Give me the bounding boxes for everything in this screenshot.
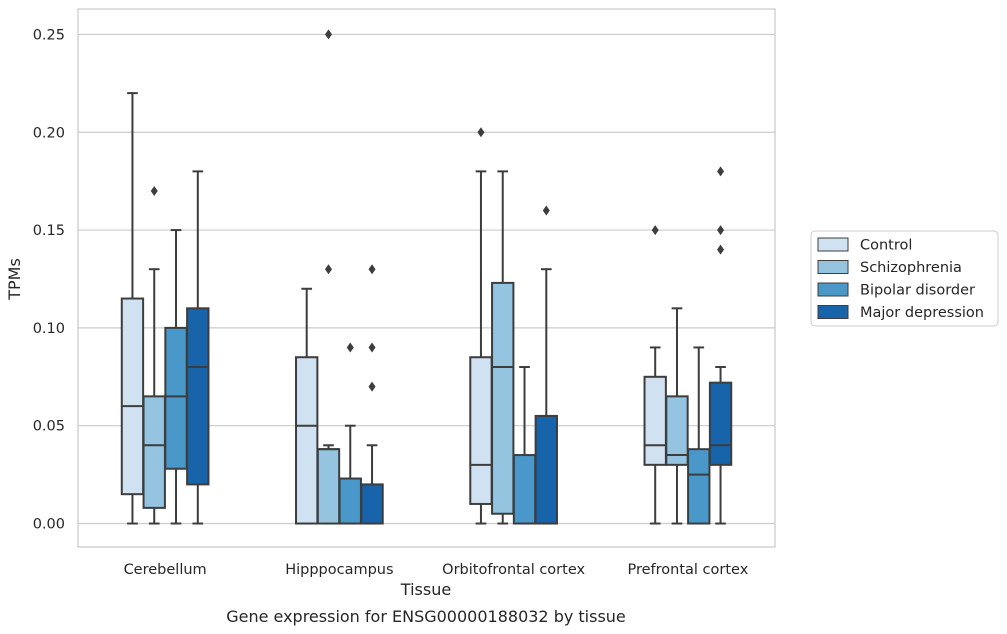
y-tick-label: 0.15 — [33, 223, 65, 239]
box-3-3 — [708, 166, 733, 525]
box-body — [687, 448, 711, 525]
legend-swatch — [817, 260, 849, 274]
box-0-1 — [295, 287, 319, 525]
box-body — [142, 395, 166, 509]
y-tick-label: 0.05 — [33, 419, 65, 435]
outlier-point — [651, 225, 659, 236]
outlier-point — [717, 244, 725, 255]
box-2-1 — [338, 342, 362, 525]
box-body — [360, 483, 384, 525]
outlier-point — [368, 381, 376, 392]
box-body — [164, 326, 188, 470]
outlier-point — [346, 342, 354, 353]
y-tick-label: 0.20 — [33, 125, 65, 141]
box-1-3 — [665, 307, 689, 525]
outlier-point — [717, 166, 725, 177]
outlier-point — [324, 264, 332, 275]
legend-swatch — [817, 305, 849, 319]
box-body — [120, 297, 145, 496]
legend: Control Schizophrenia Bipolar disorder Majo… — [810, 230, 999, 327]
plot-area-frame — [77, 8, 776, 548]
x-axis-title: Tissue — [400, 580, 451, 599]
outlier-point — [368, 264, 376, 275]
box-2-3 — [687, 346, 711, 525]
box-body — [295, 356, 319, 525]
box-1-1 — [316, 29, 341, 525]
y-tick-label: 0.00 — [33, 517, 65, 533]
legend-frame — [810, 230, 999, 327]
box-0-0 — [120, 92, 145, 525]
boxes — [120, 29, 733, 525]
x-tick-label: Cerebellum — [124, 562, 207, 578]
legend-swatch — [817, 237, 849, 252]
box-0-3 — [643, 225, 667, 525]
x-tick-label: Hipppocampus — [285, 562, 393, 578]
y-tick-labels: 0.00 0.05 0.10 0.15 0.20 0.25 — [33, 27, 65, 532]
legend-label: Schizophrenia — [860, 260, 962, 276]
y-axis-title: TPMs — [5, 258, 24, 301]
figure-caption: Gene expression for ENSG00000188032 by t… — [226, 607, 626, 626]
box-body — [512, 454, 537, 525]
box-2-2 — [512, 366, 537, 525]
outlier-point — [717, 225, 725, 236]
box-body — [338, 477, 362, 525]
box-2-0 — [164, 229, 188, 525]
box-body — [469, 356, 493, 505]
box-0-2 — [469, 127, 493, 525]
legend-swatch — [817, 282, 849, 297]
legend-label: Control — [860, 238, 912, 254]
box-body — [316, 448, 341, 525]
box-3-1 — [360, 264, 384, 525]
legend-label: Major depression — [860, 305, 984, 321]
x-tick-label: Prefrontal cortex — [627, 562, 748, 578]
outlier-point — [368, 342, 376, 353]
box-body — [708, 381, 733, 466]
outlier-point — [542, 205, 550, 216]
box-body — [186, 307, 210, 486]
box-3-0 — [186, 170, 210, 525]
y-tick-label: 0.10 — [33, 321, 65, 337]
box-1-0 — [142, 185, 166, 525]
outlier-point — [150, 185, 158, 196]
outlier-point — [477, 127, 485, 138]
x-tick-label: Orbitofrontal cortex — [442, 562, 585, 578]
box-body — [665, 395, 689, 466]
box-3-2 — [534, 205, 558, 525]
box-body — [491, 281, 515, 515]
box-1-2 — [491, 170, 515, 525]
box-body — [643, 375, 667, 466]
legend-label: Bipolar disorder — [860, 283, 975, 299]
y-tick-label: 0.25 — [33, 27, 65, 43]
x-tick-labels: Cerebellum Hipppocampus Orbitofrontal cort… — [124, 562, 749, 578]
box-body — [534, 414, 558, 525]
outlier-point — [324, 29, 332, 40]
